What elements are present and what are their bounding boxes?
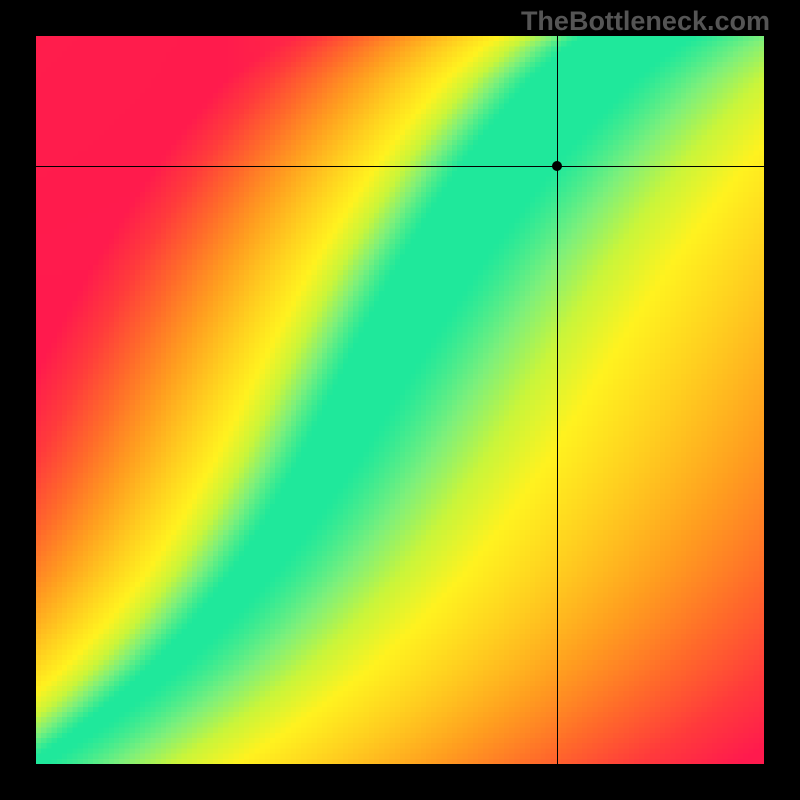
watermark-text: TheBottleneck.com <box>521 6 770 37</box>
crosshair-vertical-line <box>557 36 558 764</box>
bottleneck-heatmap <box>36 36 764 764</box>
crosshair-horizontal-line <box>36 166 764 167</box>
crosshair-marker-dot <box>552 161 562 171</box>
